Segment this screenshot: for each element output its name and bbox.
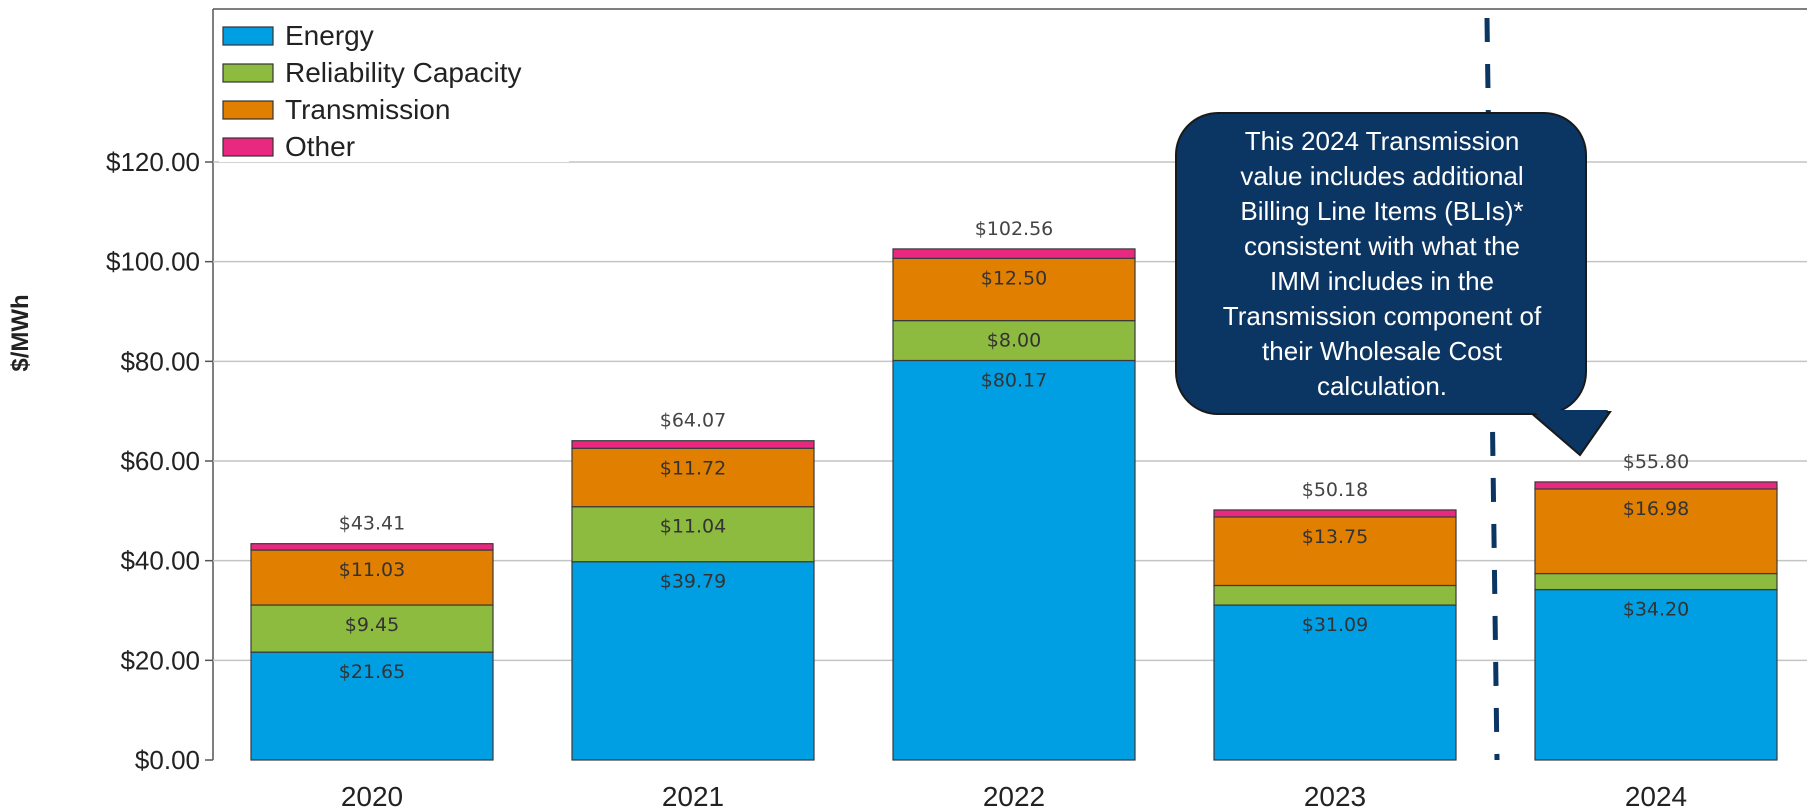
total-label: $50.18 xyxy=(1302,479,1368,501)
callout-line: consistent with what the xyxy=(1243,231,1521,261)
data-label: $12.50 xyxy=(981,267,1047,289)
callout-text: This 2024 Transmission value includes add… xyxy=(1192,124,1572,404)
bar-segment xyxy=(571,440,815,449)
data-label: $11.72 xyxy=(660,457,726,479)
bar-segment xyxy=(892,248,1136,259)
total-label: $64.07 xyxy=(660,410,726,432)
bar-segment xyxy=(571,506,815,563)
data-label: $11.04 xyxy=(660,516,726,538)
bar-segment xyxy=(250,543,494,551)
x-axis: 2020 2021 2022 2023 2024 xyxy=(341,781,1687,811)
x-tick-label: 2021 xyxy=(662,781,724,811)
bar-segment xyxy=(571,561,815,761)
data-label: $13.75 xyxy=(1302,526,1368,548)
callout-line: This 2024 Transmission xyxy=(1244,126,1520,156)
y-tick-label: $40.00 xyxy=(120,546,200,576)
bar-segment xyxy=(892,359,1136,761)
bars: $21.65 $9.45 $11.03 $43.41 $39.79 $11.04 $11.7… xyxy=(250,218,1778,761)
callout xyxy=(1175,112,1612,457)
legend-swatch xyxy=(222,137,274,157)
total-label: $43.41 xyxy=(339,513,405,535)
legend-label: Other xyxy=(285,131,355,162)
bar-segment xyxy=(1213,584,1457,606)
data-label: $21.65 xyxy=(339,661,405,683)
total-label: $102.56 xyxy=(975,218,1054,240)
callout-bubble xyxy=(1175,112,1587,415)
bar-segment xyxy=(250,549,494,606)
y-tick-label: $0.00 xyxy=(135,745,200,775)
y-axis: $0.00 $20.00 $40.00 $60.00 $80.00 $100.00 $120… xyxy=(106,147,213,775)
callout-line: value includes additional xyxy=(1240,161,1524,191)
bar-segment xyxy=(1213,509,1457,518)
bar-segment xyxy=(1534,572,1778,591)
y-axis-label: $/MWh xyxy=(7,294,34,371)
callout-line: Billing Line Items (BLIs)* xyxy=(1240,196,1524,226)
x-tick-label: 2023 xyxy=(1304,781,1366,811)
y-tick-label: $100.00 xyxy=(106,247,200,277)
data-label: $34.20 xyxy=(1623,599,1689,621)
x-tick-label: 2024 xyxy=(1625,781,1687,811)
total-label: $55.80 xyxy=(1623,451,1689,473)
legend-swatch xyxy=(222,100,274,120)
legend-label: Transmission xyxy=(285,94,450,125)
bar-segment xyxy=(892,320,1136,362)
data-label: $39.79 xyxy=(660,571,726,593)
legend-label: Energy xyxy=(285,20,374,51)
y-tick-label: $80.00 xyxy=(120,346,200,376)
y-tick-label: $120.00 xyxy=(106,147,200,177)
data-label: $11.03 xyxy=(339,559,405,581)
bar-segment xyxy=(892,257,1136,322)
data-label: $31.09 xyxy=(1302,614,1368,636)
x-tick-label: 2022 xyxy=(983,781,1045,811)
bar-segment xyxy=(1534,588,1778,761)
data-label: $80.17 xyxy=(981,369,1047,391)
bar-segment xyxy=(571,447,815,508)
legend-swatch xyxy=(222,26,274,46)
legend-background xyxy=(219,12,569,162)
legend-swatch xyxy=(222,63,274,83)
bar-segment xyxy=(250,651,494,761)
callout-line: calculation. xyxy=(1316,371,1448,401)
bar-segment xyxy=(1534,488,1778,575)
bar-segment xyxy=(1213,604,1457,761)
bar-segment xyxy=(1534,481,1778,490)
callout-pointer-fill xyxy=(1532,410,1608,450)
legend: Energy Reliability Capacity Transmission Ot… xyxy=(219,12,569,162)
x-tick-label: 2020 xyxy=(341,781,403,811)
callout-line: Transmission component of xyxy=(1222,301,1542,331)
data-label: $8.00 xyxy=(987,330,1041,352)
data-label: $16.98 xyxy=(1623,498,1689,520)
data-label: $9.45 xyxy=(345,614,399,636)
legend-label: Reliability Capacity xyxy=(285,57,522,88)
callout-line: their Wholesale Cost xyxy=(1262,336,1502,366)
bar-segment xyxy=(250,604,494,653)
callout-line: IMM includes in the xyxy=(1270,266,1494,296)
y-tick-label: $60.00 xyxy=(120,446,200,476)
y-tick-label: $20.00 xyxy=(120,645,200,675)
